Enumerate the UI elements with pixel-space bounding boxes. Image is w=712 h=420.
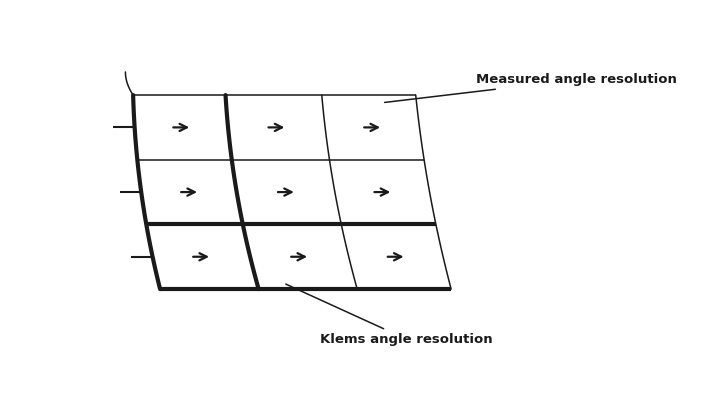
Text: Klems angle resolution: Klems angle resolution — [286, 284, 493, 346]
Text: Measured angle resolution: Measured angle resolution — [384, 73, 676, 102]
